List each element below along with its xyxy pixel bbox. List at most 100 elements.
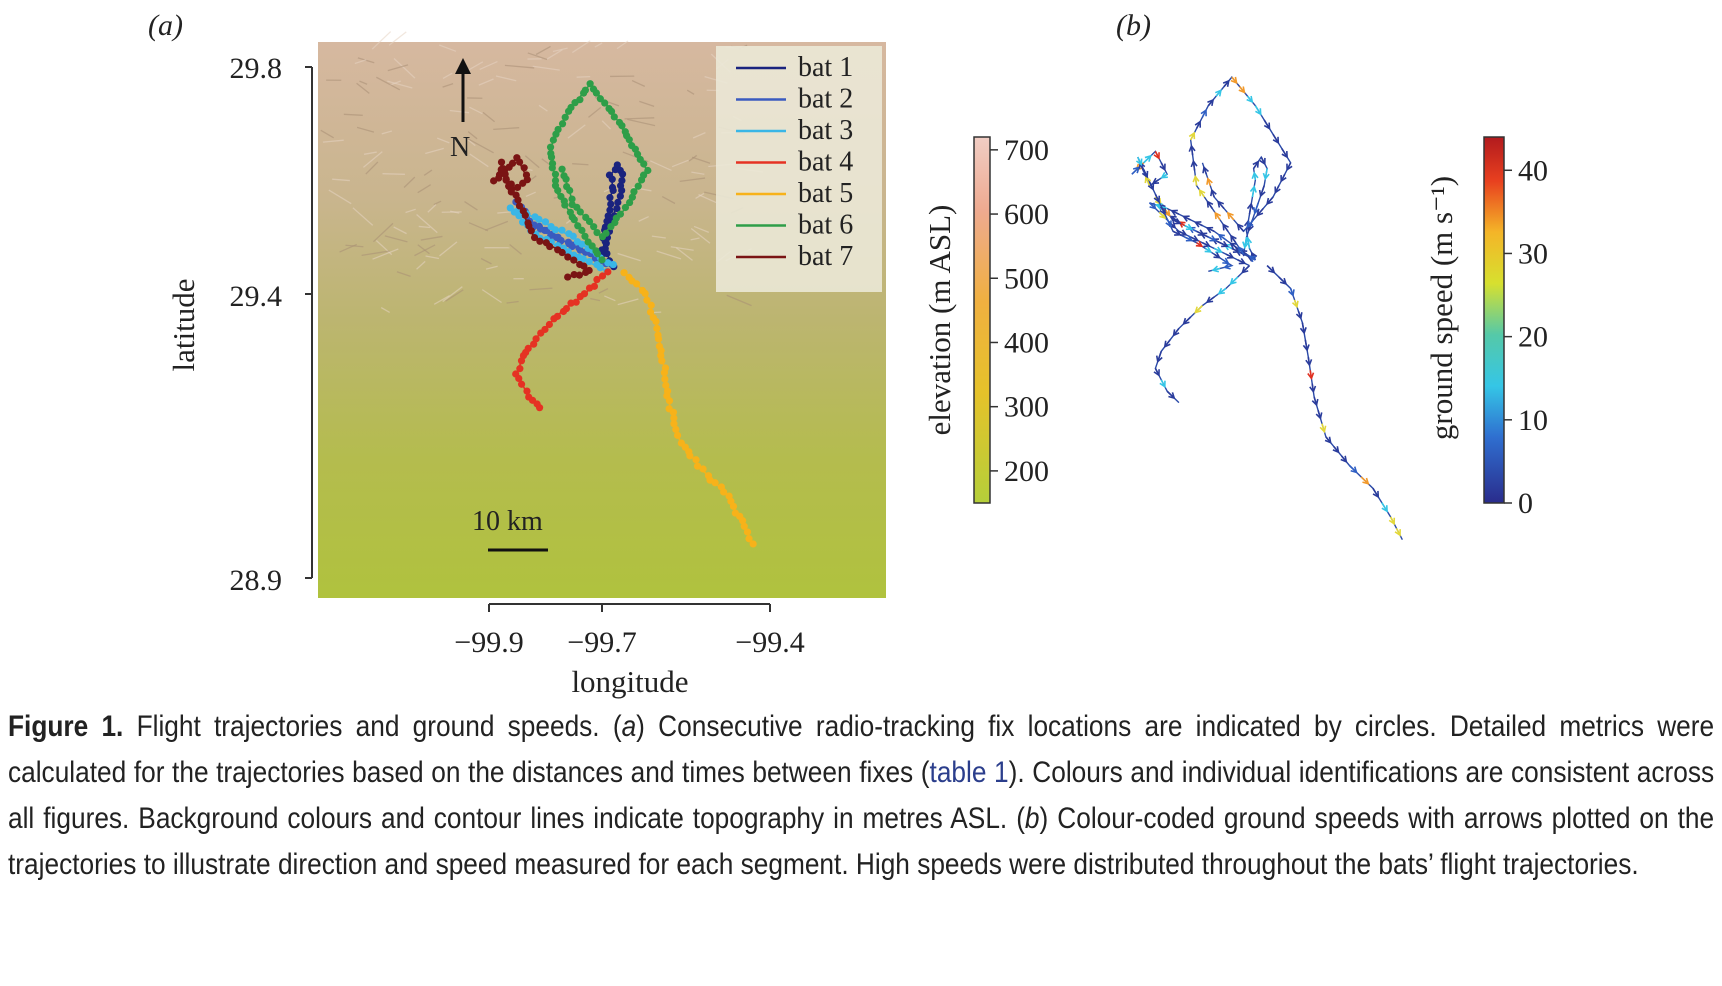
- contour-mark: [478, 78, 494, 86]
- contour-mark: [403, 176, 416, 188]
- contour-mark: [567, 124, 586, 139]
- speed-arrow: [1251, 186, 1255, 198]
- contour-mark: [449, 109, 470, 114]
- speed-arrow-head: [1279, 277, 1288, 286]
- legend-box: [716, 46, 882, 292]
- fix-point-bat-3: [515, 212, 523, 220]
- contour-mark: [679, 177, 706, 183]
- contour-mark: [649, 160, 672, 172]
- fix-point-bat-4: [550, 315, 558, 323]
- contour-mark: [393, 58, 416, 79]
- speed-arrow-head: [1221, 240, 1229, 248]
- speed-arrow-head: [1185, 235, 1194, 242]
- speed-arrow-head: [1214, 89, 1222, 97]
- fix-point-bat-6: [554, 125, 562, 134]
- speed-arrow-head: [1198, 188, 1206, 197]
- fix-point-bat-7: [582, 268, 590, 277]
- speed-arrow-head: [1165, 220, 1172, 228]
- bat-trajectories: [490, 80, 757, 548]
- speed-arrow-head: [1311, 398, 1319, 407]
- panel-b-label: (b): [1116, 9, 1151, 42]
- fix-point-bat-3: [604, 259, 612, 267]
- speed-arrow-head: [1211, 265, 1220, 273]
- speed-arrow-head: [1280, 175, 1287, 183]
- north-arrow: N: [450, 58, 471, 163]
- speed-arrow-head: [1214, 211, 1222, 220]
- fix-point-bat-6: [610, 113, 618, 121]
- contour-mark: [468, 222, 489, 232]
- speed-arrow-head: [1170, 209, 1178, 217]
- contour-mark: [529, 287, 553, 291]
- fix-point-bat-6: [592, 89, 601, 97]
- speed-arrow-head: [1362, 477, 1370, 485]
- fix-point-bat-5: [711, 479, 719, 487]
- fix-point-bat-6: [644, 166, 652, 175]
- fix-point-bat-7: [515, 202, 524, 210]
- fix-point-bat-4: [516, 365, 524, 373]
- speed-arrow-head: [1307, 372, 1315, 380]
- contour-mark: [384, 235, 408, 243]
- speed-arrow-head: [1149, 202, 1157, 210]
- speed-arrow-head: [1210, 188, 1217, 197]
- speed-arrow-head: [1332, 446, 1340, 454]
- fix-point-bat-6: [563, 182, 571, 191]
- speed-arrow: [1254, 202, 1260, 214]
- fix-point-bat-1: [606, 206, 614, 214]
- fix-point-bat-6: [561, 113, 569, 121]
- contour-mark: [541, 158, 551, 166]
- fix-point-bat-4: [604, 268, 612, 276]
- speed-arrow-head: [1226, 211, 1234, 220]
- contour-mark: [481, 289, 502, 304]
- speed-arrow-head: [1159, 163, 1166, 172]
- speed-arrow-head: [1147, 183, 1155, 191]
- fix-point-bat-4: [598, 272, 607, 280]
- speed-arrow-head: [1295, 312, 1303, 320]
- contour-mark: [467, 131, 478, 140]
- speed-arrow-head: [1238, 257, 1247, 265]
- fix-point-bat-6: [551, 176, 560, 185]
- fix-point-bat-6: [582, 213, 590, 221]
- speed-arrow-head: [1340, 455, 1348, 463]
- contour-mark: [427, 204, 437, 213]
- fix-point-bat-7: [527, 227, 535, 235]
- speed-arrow-head: [1160, 171, 1168, 179]
- speed-arrow: [1304, 339, 1308, 351]
- fix-point-bat-5: [660, 369, 669, 377]
- speed-arrow-head: [1249, 185, 1257, 193]
- caption-figure-label: Figure 1.: [8, 710, 124, 743]
- speed-colorbar-label: ground speed (m s⁻¹): [1424, 176, 1459, 440]
- speed-arrow-head: [1217, 200, 1225, 208]
- fix-point-bat-3: [585, 257, 593, 266]
- speed-arrow-head: [1246, 202, 1254, 210]
- speed-arrow-head: [1190, 159, 1198, 168]
- fix-point-bat-5: [743, 528, 752, 536]
- y-tick-label: 29.4: [230, 280, 283, 313]
- contour-mark: [690, 228, 711, 244]
- table-1-link[interactable]: table 1: [929, 756, 1009, 789]
- speed-arrow-head: [1153, 152, 1160, 160]
- speed-arrow: [1264, 168, 1268, 179]
- panel-b-speed-trajectories: [1131, 76, 1403, 541]
- contour-mark: [695, 192, 705, 200]
- speed-arrow-head: [1324, 436, 1332, 444]
- speed-arrow-head: [1319, 425, 1327, 434]
- speed-arrow-head: [1203, 240, 1211, 248]
- fix-point-bat-5: [646, 308, 655, 316]
- speed-trajectory: [1266, 265, 1403, 541]
- fix-point-bat-6: [581, 86, 589, 94]
- contour-mark: [698, 194, 717, 204]
- contour-mark: [624, 117, 655, 120]
- speed-arrow: [1281, 148, 1288, 158]
- speed-tick-label: 10: [1518, 404, 1548, 437]
- fix-point-bat-1: [604, 212, 612, 220]
- fix-point-bat-3: [547, 223, 555, 231]
- speed-arrow-head: [1204, 246, 1213, 253]
- speed-arrow-head: [1248, 255, 1257, 263]
- speed-arrow-head: [1236, 223, 1244, 231]
- contour-mark: [690, 237, 700, 241]
- speed-tick-label: 0: [1518, 487, 1533, 520]
- contour-mark: [485, 265, 498, 270]
- fix-point-bat-1: [618, 170, 627, 178]
- fix-point-bat-7: [570, 271, 578, 279]
- contour-mark: [442, 72, 453, 79]
